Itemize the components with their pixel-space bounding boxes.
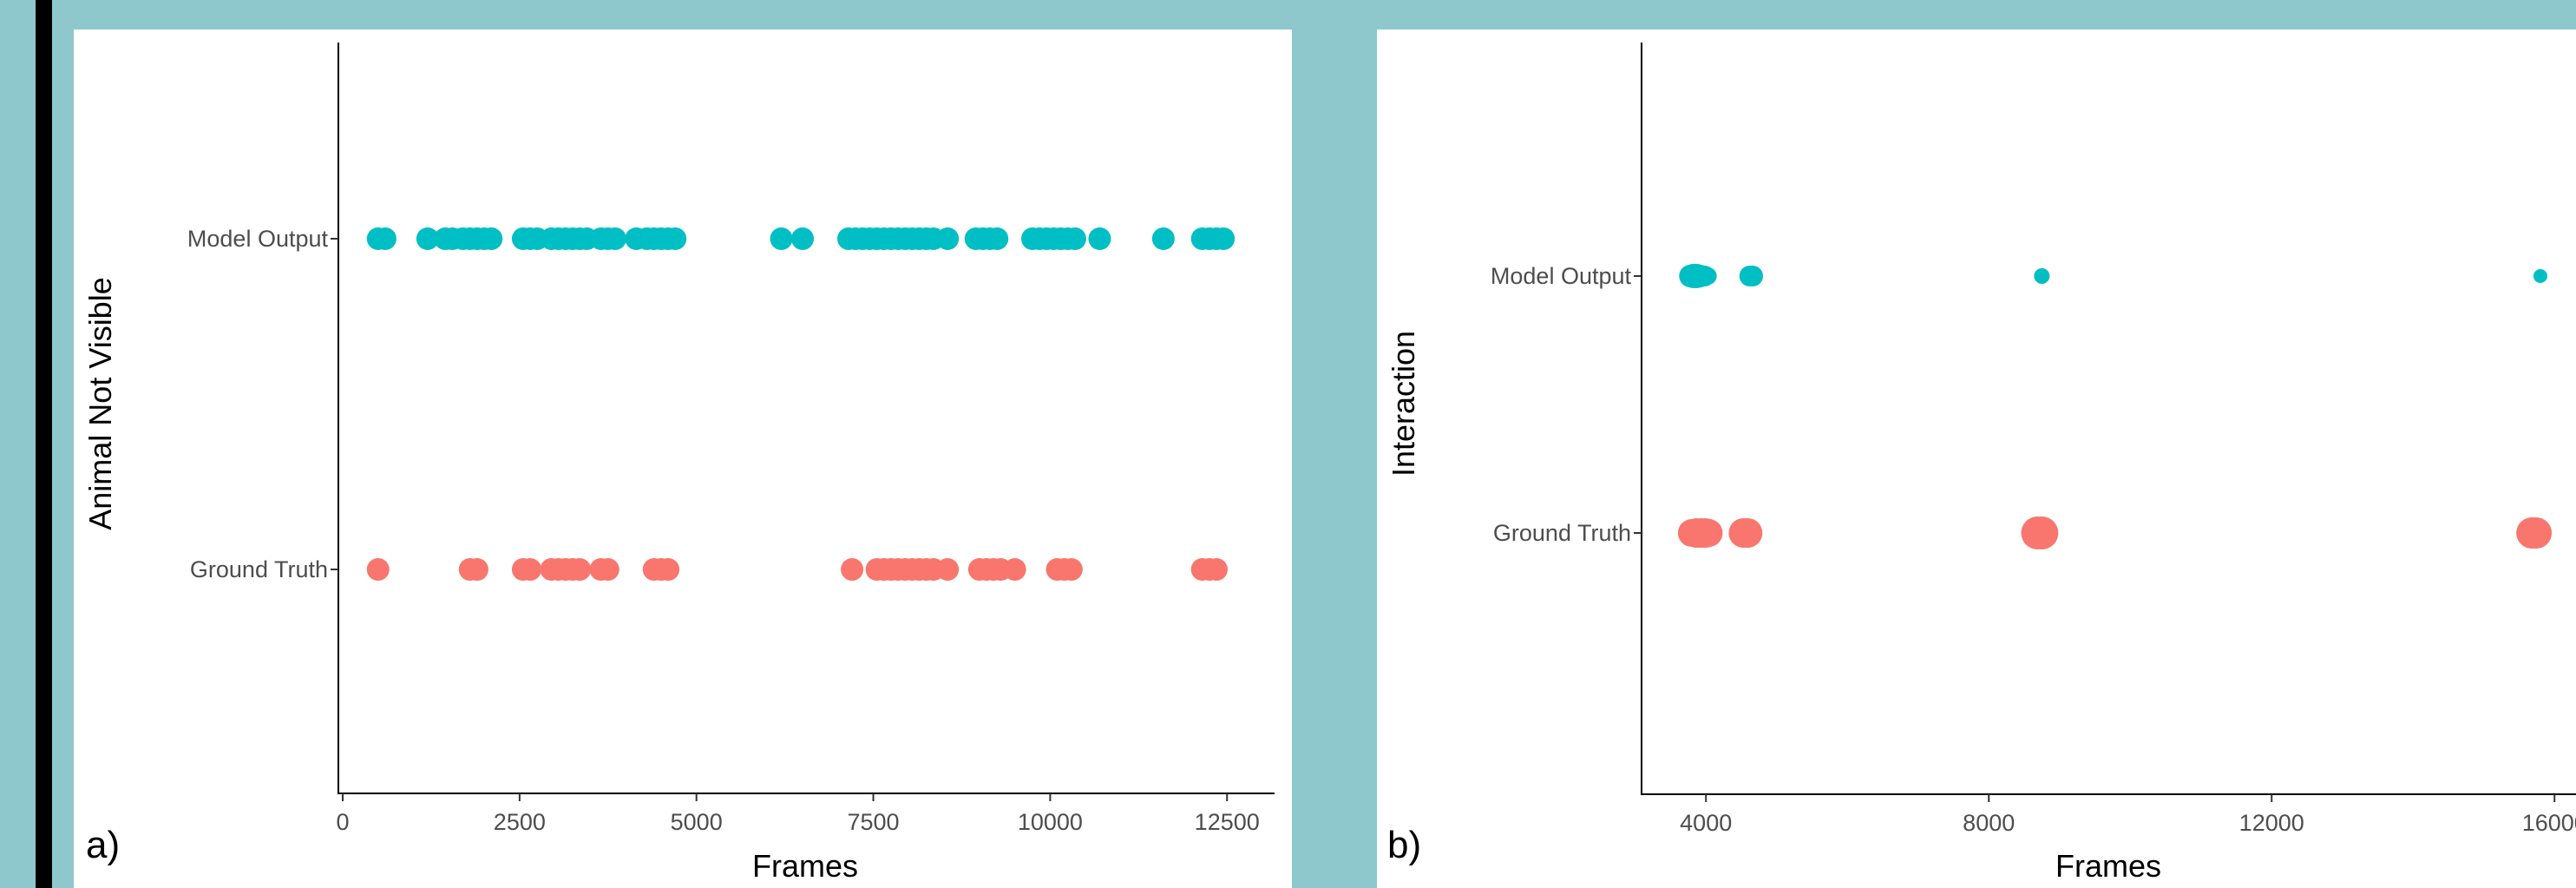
x-tick-label: 7500 — [847, 809, 899, 835]
data-point — [1003, 558, 1026, 581]
x-tick-label: 2500 — [494, 809, 546, 835]
data-point — [986, 227, 1009, 250]
data-point — [465, 558, 488, 581]
data-point — [791, 227, 814, 250]
data-point — [1741, 266, 1763, 286]
x-tick-label: 4000 — [1680, 810, 1732, 836]
data-point — [596, 558, 619, 581]
panel-label-b: b) — [1387, 824, 1422, 866]
data-point — [366, 558, 390, 581]
x-tick-label: 0 — [336, 809, 349, 835]
y-axis-title: Interaction — [1386, 331, 1421, 477]
data-point — [568, 558, 592, 581]
data-point — [1088, 227, 1111, 250]
scatter-chart-b: 4000 8000 12000 16000 Ground Truth Model Outp… — [1386, 43, 2576, 884]
y-tick-label: Ground Truth — [190, 556, 328, 582]
data-point — [1699, 267, 1717, 285]
data-point — [519, 558, 542, 581]
data-point — [936, 558, 960, 581]
data-point — [1212, 227, 1236, 250]
x-tick-label: 10000 — [1018, 809, 1083, 835]
data-point — [841, 558, 864, 581]
data-point — [2025, 516, 2059, 549]
y-axis-title: Animal Not Visible — [82, 277, 118, 530]
data-point — [657, 558, 680, 581]
data-point — [1063, 227, 1086, 250]
data-point — [936, 227, 960, 250]
data-point — [2533, 269, 2547, 283]
chart-panel-b: 4000 8000 12000 16000 Ground Truth Model Outp… — [1377, 30, 2576, 888]
data-point — [1151, 227, 1175, 250]
y-tick-label: Model Output — [187, 226, 329, 252]
data-point — [1694, 519, 1723, 547]
data-point — [603, 227, 626, 250]
x-axis-title: Frames — [2055, 848, 2161, 884]
data-point — [1059, 558, 1083, 581]
data-point — [373, 227, 397, 250]
data-point — [416, 227, 439, 250]
x-tick-label: 12500 — [1195, 809, 1260, 835]
data-point — [1733, 518, 1763, 548]
x-tick-label: 5000 — [671, 809, 723, 835]
x-tick-label: 12000 — [2239, 810, 2304, 836]
data-point — [480, 227, 503, 250]
x-tick-label: 16000 — [2522, 810, 2576, 836]
data-point — [664, 227, 687, 250]
panel-label-a: a) — [86, 824, 121, 866]
data-point — [1205, 558, 1228, 581]
x-axis-title: Frames — [752, 848, 858, 884]
y-tick-label: Model Output — [1491, 263, 1632, 289]
y-tick-label: Ground Truth — [1493, 520, 1631, 546]
chart-panel-a: 0 2500 5000 7500 10000 12500 Ground Truth Model… — [74, 30, 1292, 888]
data-point — [2034, 268, 2050, 284]
scatter-chart-a: 0 2500 5000 7500 10000 12500 Ground Truth Model… — [82, 43, 1275, 884]
left-black-border — [36, 0, 52, 888]
data-point — [770, 227, 793, 250]
x-tick-label: 8000 — [1963, 810, 2015, 836]
data-point — [2520, 517, 2553, 549]
